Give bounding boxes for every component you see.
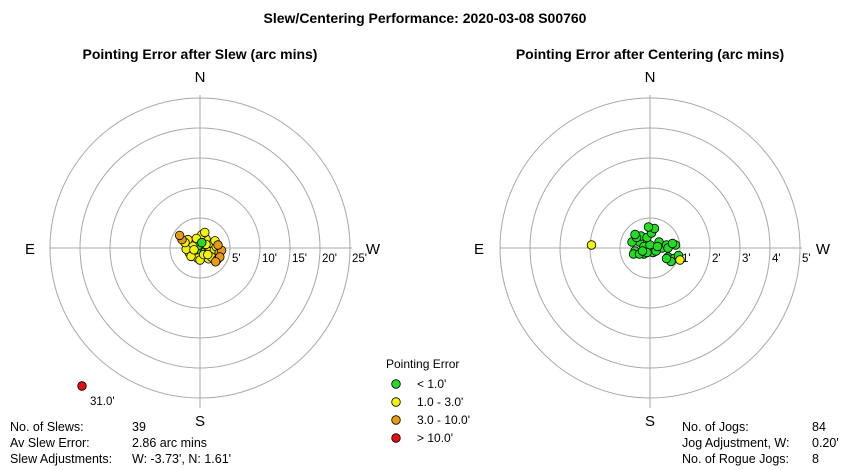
legend-label: < 1.0'	[417, 377, 446, 391]
range-ring	[169, 217, 231, 279]
stat-value: W: -3.73', N: 1.61'	[132, 452, 231, 466]
error-point	[197, 237, 207, 248]
error-point	[200, 227, 210, 238]
stat-label: No. of Rogue Jogs:	[682, 452, 789, 466]
centering-plot-title: Pointing Error after Centering (arc mins…	[516, 46, 784, 62]
stat-label: Jog Adjustment, W:	[682, 436, 789, 450]
stat-value: 39	[132, 420, 146, 434]
range-ring	[109, 157, 291, 339]
error-point	[661, 253, 672, 264]
main-title: Slew/Centering Performance: 2020-03-08 S…	[264, 10, 587, 26]
outlier-label: 31.0'	[90, 396, 115, 408]
error-point	[174, 230, 185, 241]
cardinal-s-label: S	[645, 413, 655, 430]
ring-label: 4'	[772, 253, 781, 265]
jog-stats: No. of Jogs: 84 Jog Adjustment, W: 0.20' No.…	[682, 420, 839, 466]
legend-marker	[391, 415, 401, 425]
stat-value: 8	[812, 452, 819, 466]
stat-label: Slew Adjustments:	[10, 452, 112, 466]
slew-error-plot: Pointing Error after Slew (arc mins) N S…	[25, 46, 381, 430]
legend-label: 1.0 - 3.0'	[417, 395, 463, 409]
range-ring	[139, 187, 261, 309]
legend-marker	[391, 397, 401, 407]
cardinal-n-label: N	[645, 69, 656, 86]
centering-plot-points	[586, 222, 685, 267]
stat-label: No. of Jogs:	[682, 420, 749, 434]
legend: Pointing Error < 1.0' 1.0 - 3.0' 3.0 - 10.…	[386, 357, 470, 445]
error-point	[189, 245, 199, 255]
range-ring	[79, 127, 321, 369]
legend-label: > 10.0'	[417, 431, 453, 445]
slew-plot-rings	[49, 95, 352, 408]
ring-label: 25'	[352, 253, 367, 265]
error-point	[652, 241, 663, 252]
range-ring	[619, 217, 681, 279]
error-point	[213, 240, 223, 250]
range-ring	[559, 157, 741, 339]
cardinal-e-label: E	[25, 241, 35, 258]
error-point	[586, 240, 597, 250]
cardinal-w-label: W	[366, 241, 381, 258]
ring-label: 15'	[292, 253, 307, 265]
ring-label: 1'	[682, 253, 691, 265]
range-ring	[499, 97, 801, 399]
cardinal-s-label: S	[195, 413, 205, 430]
slew-plot-points	[77, 227, 227, 391]
legend-label: 3.0 - 10.0'	[417, 413, 470, 427]
ring-label: 5'	[232, 253, 241, 265]
legend-marker	[391, 433, 401, 443]
error-point	[203, 249, 213, 260]
slew-stats: No. of Slews: 39 Av Slew Error: 2.86 arc mi…	[10, 420, 231, 466]
stat-value: 0.20'	[812, 436, 839, 450]
stat-label: No. of Slews:	[10, 420, 84, 434]
error-point	[643, 222, 654, 232]
stat-value: 2.86 arc mins	[132, 436, 207, 450]
range-ring	[529, 127, 771, 369]
cardinal-n-label: N	[195, 69, 206, 86]
ring-label: 5'	[802, 253, 811, 265]
error-point	[675, 255, 685, 265]
ring-label: 20'	[322, 253, 337, 265]
range-ring	[49, 97, 351, 399]
legend-marker	[391, 379, 401, 389]
error-point	[667, 238, 678, 249]
error-point	[630, 229, 640, 240]
stat-value: 84	[812, 420, 826, 434]
outlier-point	[77, 381, 87, 391]
slew-plot-title: Pointing Error after Slew (arc mins)	[83, 46, 318, 62]
stat-label: Av Slew Error:	[10, 436, 90, 450]
ring-label: 10'	[262, 253, 277, 265]
ring-label: 2'	[712, 253, 721, 265]
cardinal-w-label: W	[816, 241, 831, 258]
cardinal-e-label: E	[474, 241, 484, 258]
centering-error-plot: Pointing Error after Centering (arc mins…	[474, 46, 831, 430]
legend-title: Pointing Error	[386, 357, 459, 371]
ring-label: 3'	[742, 253, 751, 265]
error-point	[210, 257, 221, 267]
error-point	[637, 246, 648, 256]
